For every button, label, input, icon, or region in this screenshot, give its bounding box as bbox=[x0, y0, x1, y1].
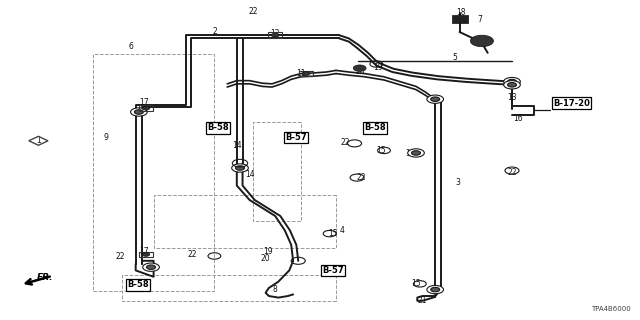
Bar bbox=[452, 14, 467, 22]
Circle shape bbox=[147, 265, 156, 269]
Text: 19: 19 bbox=[262, 247, 273, 256]
Text: 20: 20 bbox=[260, 254, 271, 263]
Text: 2: 2 bbox=[212, 28, 217, 36]
Text: 22: 22 bbox=[508, 168, 516, 177]
Text: 21: 21 bbox=[418, 296, 427, 305]
Circle shape bbox=[271, 33, 279, 37]
Circle shape bbox=[427, 95, 444, 103]
Text: 7: 7 bbox=[477, 15, 483, 24]
Text: 5: 5 bbox=[452, 53, 457, 62]
Text: 17: 17 bbox=[139, 98, 149, 107]
Text: TPA4B6000: TPA4B6000 bbox=[591, 306, 630, 312]
Text: B-57: B-57 bbox=[285, 133, 307, 142]
Text: B-17-20: B-17-20 bbox=[553, 99, 590, 108]
Text: 18: 18 bbox=[456, 8, 465, 17]
Circle shape bbox=[236, 166, 244, 170]
Circle shape bbox=[427, 285, 444, 294]
Circle shape bbox=[508, 79, 516, 84]
Text: 8: 8 bbox=[273, 285, 278, 294]
Text: 11: 11 bbox=[296, 69, 305, 78]
Circle shape bbox=[142, 106, 150, 110]
Circle shape bbox=[504, 81, 520, 89]
Circle shape bbox=[143, 263, 159, 271]
Circle shape bbox=[412, 151, 420, 155]
Text: 16: 16 bbox=[513, 114, 524, 123]
Text: 22: 22 bbox=[357, 173, 366, 182]
Text: 12: 12 bbox=[271, 29, 280, 38]
Circle shape bbox=[302, 72, 310, 76]
Text: 15: 15 bbox=[411, 279, 421, 288]
Text: 13: 13 bbox=[507, 93, 517, 102]
Circle shape bbox=[431, 287, 440, 292]
Text: 15: 15 bbox=[376, 146, 387, 155]
Bar bbox=[139, 105, 153, 111]
Text: 9: 9 bbox=[103, 133, 108, 142]
Text: 4: 4 bbox=[340, 226, 345, 235]
Circle shape bbox=[232, 164, 248, 172]
Bar bbox=[299, 71, 313, 76]
Text: 14: 14 bbox=[244, 170, 255, 179]
Circle shape bbox=[508, 83, 516, 87]
Text: B-58: B-58 bbox=[127, 280, 148, 289]
Circle shape bbox=[353, 65, 366, 71]
Circle shape bbox=[431, 97, 440, 101]
Text: B-58: B-58 bbox=[207, 124, 228, 132]
Text: FR.: FR. bbox=[37, 273, 54, 282]
Circle shape bbox=[134, 110, 143, 114]
Text: B-58: B-58 bbox=[364, 124, 386, 132]
Circle shape bbox=[408, 149, 424, 157]
Text: B-57: B-57 bbox=[322, 266, 344, 275]
Text: 22: 22 bbox=[341, 138, 350, 147]
Text: 19: 19 bbox=[372, 63, 383, 72]
Text: 17: 17 bbox=[139, 247, 149, 256]
Bar bbox=[268, 32, 282, 38]
Text: 14: 14 bbox=[232, 141, 242, 150]
Text: 22: 22 bbox=[248, 7, 257, 16]
Bar bbox=[139, 252, 153, 257]
Circle shape bbox=[131, 108, 147, 116]
Text: 22: 22 bbox=[116, 252, 125, 261]
Text: 1: 1 bbox=[36, 136, 41, 145]
Circle shape bbox=[470, 35, 493, 47]
Text: 10: 10 bbox=[404, 149, 415, 158]
Text: 3: 3 bbox=[455, 178, 460, 187]
Circle shape bbox=[504, 77, 520, 86]
Text: 15: 15 bbox=[328, 229, 338, 238]
Text: 22: 22 bbox=[188, 250, 196, 259]
Circle shape bbox=[142, 252, 150, 256]
Text: 20: 20 bbox=[355, 68, 365, 76]
Text: 6: 6 bbox=[129, 42, 134, 51]
